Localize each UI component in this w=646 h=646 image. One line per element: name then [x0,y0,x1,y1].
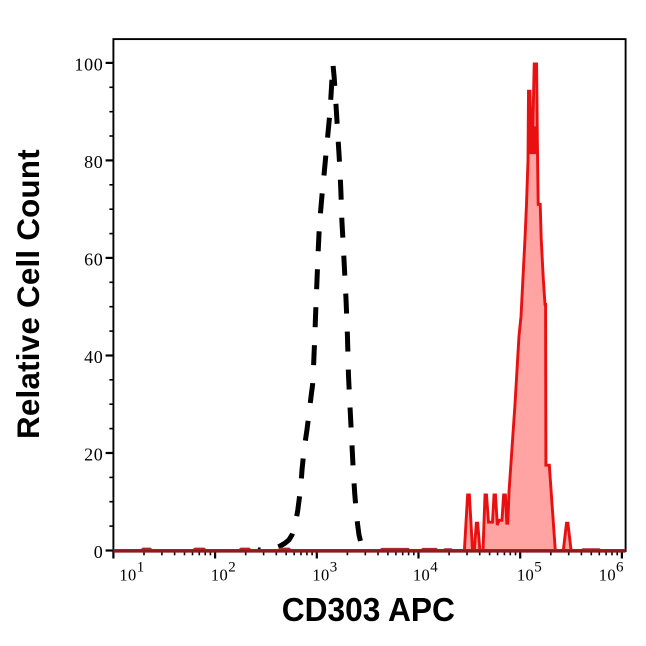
svg-text:60: 60 [84,250,103,270]
svg-text:Relative Cell Count: Relative Cell Count [11,149,46,439]
svg-text:0: 0 [94,542,104,562]
svg-text:CD303 APC: CD303 APC [282,591,455,628]
svg-text:20: 20 [84,445,103,465]
svg-text:80: 80 [84,152,103,172]
svg-text:40: 40 [84,347,103,367]
svg-text:100: 100 [74,55,103,75]
